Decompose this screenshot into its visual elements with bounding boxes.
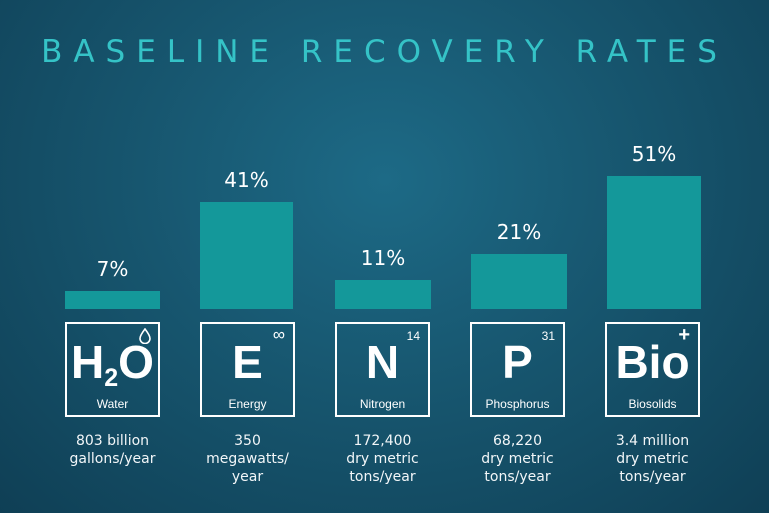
chart-title: BASELINE RECOVERY RATES — [41, 34, 728, 70]
plus-icon: + — [678, 324, 690, 346]
tick-label: Energy — [228, 397, 267, 411]
stat-line: 68,220 — [493, 433, 542, 449]
tick-label: Biosolids — [628, 397, 677, 411]
data-label: 21% — [496, 220, 542, 245]
stat-line: dry metric — [616, 451, 689, 467]
stat-line: dry metric — [481, 451, 554, 467]
infinity-icon: ∞ — [272, 325, 285, 344]
stat-line: tons/year — [349, 469, 416, 485]
symbol-subscript: 2 — [104, 364, 119, 392]
stat-text: 350 megawatts/year — [183, 432, 313, 486]
element-symbol: N — [365, 336, 400, 388]
stat-line: 172,400 — [353, 433, 412, 449]
stat-line: 803 billion — [75, 433, 150, 449]
stat-line: 350 — [234, 433, 261, 449]
element-symbol: H2O — [71, 336, 154, 392]
droplet-icon — [139, 327, 151, 347]
element-tile-phosphorus: P Phosphorus 31 — [470, 322, 565, 417]
bar-phosphorus — [471, 254, 567, 309]
stat-line: year — [231, 469, 264, 485]
stat-line: gallons/year — [69, 451, 156, 467]
data-label: 11% — [360, 246, 406, 271]
element-tile-water: H2O Water — [65, 322, 160, 417]
stat-line: tons/year — [619, 469, 686, 485]
tick-label: Water — [96, 397, 129, 411]
element-tile-biosolids: Bio Biosolids + — [605, 322, 700, 417]
bar-water — [65, 290, 160, 309]
element-tile-energy: E Energy ∞ — [200, 322, 295, 417]
stat-text: 68,220 dry metric tons/year — [453, 432, 583, 486]
element-symbol: E — [232, 336, 263, 388]
atomic-number: 31 — [541, 329, 555, 343]
tick-label: Nitrogen — [359, 397, 406, 411]
bar-biosolids — [607, 176, 701, 309]
stat-line: dry metric — [346, 451, 419, 467]
atomic-number: 14 — [406, 329, 420, 343]
stat-text: 3.4 million dry metric tons/year — [588, 432, 718, 486]
stat-line: megawatts/ — [206, 451, 289, 467]
tick-label: Phosphorus — [485, 397, 550, 411]
element-tile-nitrogen: N Nitrogen 14 — [335, 322, 430, 417]
data-label: 51% — [631, 142, 677, 166]
data-label: 7% — [96, 256, 129, 281]
stat-text: 803 billion gallons/year — [48, 432, 178, 468]
element-symbol: P — [502, 336, 533, 388]
stat-line: 3.4 million — [615, 433, 690, 449]
bar-nitrogen — [335, 280, 431, 309]
stat-text: 172,400 dry metric tons/year — [318, 432, 448, 486]
bar-energy — [200, 202, 293, 309]
stat-line: tons/year — [484, 469, 551, 485]
data-label: 41% — [224, 168, 269, 193]
element-symbol: Bio — [615, 336, 690, 388]
